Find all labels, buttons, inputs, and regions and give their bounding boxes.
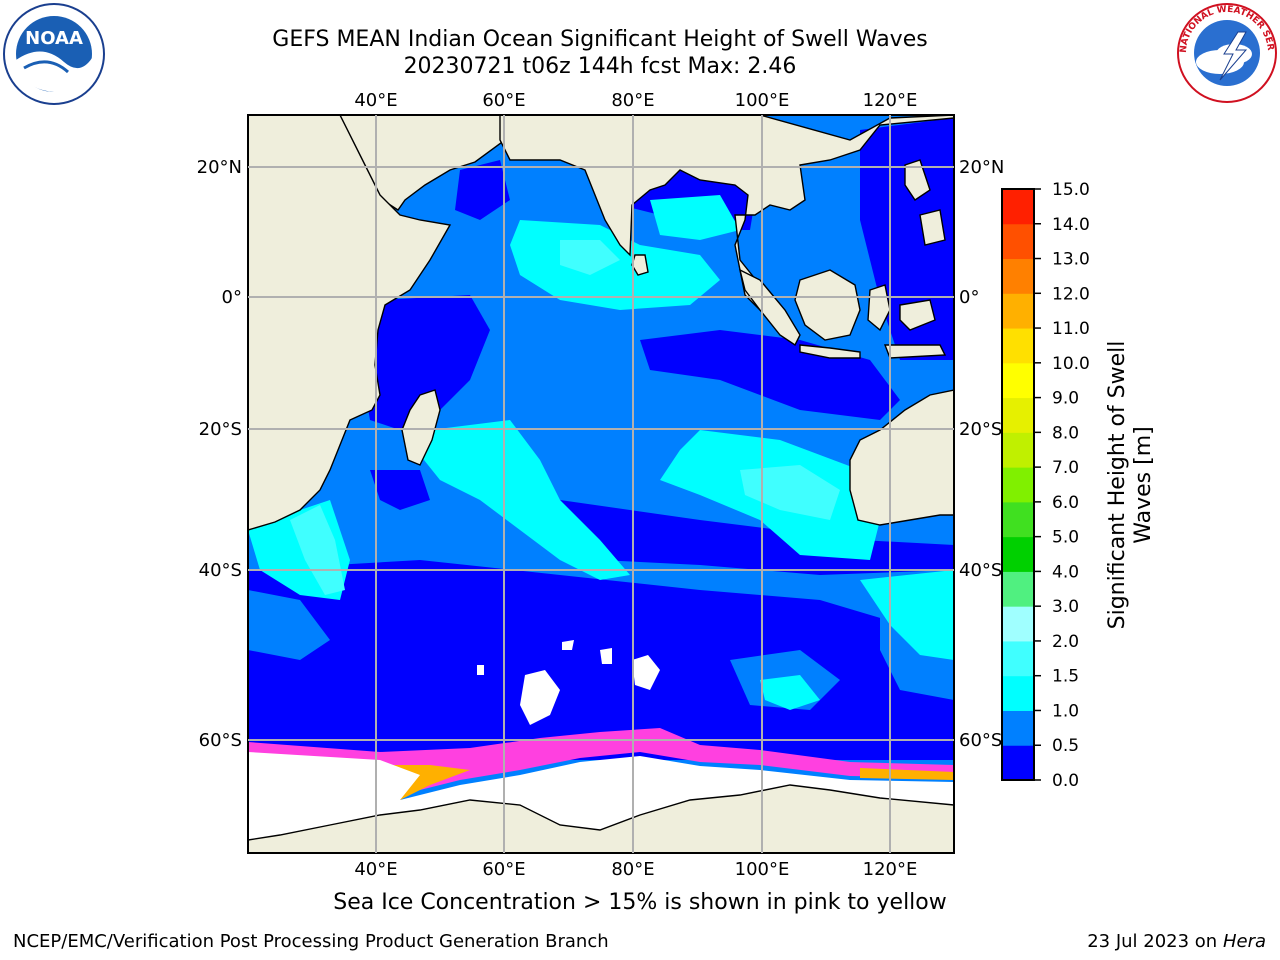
colorbar-tick-label: 7.0 — [1052, 458, 1079, 478]
colorbar-tick-label: 13.0 — [1052, 250, 1090, 270]
footer-date-text: 23 Jul 2023 on — [1087, 931, 1223, 952]
colorbar-bin — [1002, 293, 1034, 329]
colorbar-tick-label: 0.5 — [1052, 736, 1079, 756]
footer-credit: NCEP/EMC/Verification Post Processing Pr… — [13, 931, 609, 952]
sea-ice-note: Sea Ice Concentration > 15% is shown in … — [333, 890, 947, 915]
colorbar-bin — [1002, 397, 1034, 433]
footer-host: Hera — [1222, 931, 1266, 952]
lat-label-left-20n: 20°N — [197, 157, 242, 178]
chart-title: GEFS MEAN Indian Ocean Significant Heigh… — [272, 27, 928, 52]
colorbar-tick-label: 0.0 — [1052, 771, 1079, 791]
lon-label-bottom-40e: 40°E — [354, 859, 397, 880]
colorbar-bin — [1002, 571, 1034, 607]
lon-label-bottom-120e: 120°E — [863, 859, 918, 880]
colorbar-label-line1: Significant Height of Swell — [1105, 341, 1130, 630]
colorbar-tick-label: 9.0 — [1052, 389, 1079, 409]
colorbar-bin — [1002, 432, 1034, 468]
colorbar-bin — [1002, 675, 1034, 711]
lon-label-bottom-60e: 60°E — [482, 859, 525, 880]
colorbar-bin — [1002, 362, 1034, 399]
colorbar-tick-label: 4.0 — [1052, 562, 1079, 582]
colorbar-bin — [1002, 745, 1034, 781]
lon-label-top-60e: 60°E — [482, 90, 525, 111]
colorbar-tick-label: 1.0 — [1052, 701, 1079, 721]
colorbar — [1002, 189, 1034, 781]
colorbar-bin — [1002, 467, 1034, 503]
colorbar-tick-label: 6.0 — [1052, 493, 1079, 513]
lat-label-left-40s: 40°S — [199, 560, 242, 581]
colorbar-ticks: 0.0 0.5 1.0 1.5 2.0 3.0 4.0 5.0 6.0 7.0 8.0 9.0 10.0… — [1034, 180, 1090, 791]
colorbar-bin — [1002, 536, 1034, 572]
colorbar-tick-label: 2.0 — [1052, 632, 1079, 652]
lat-label-right-20s: 20°S — [959, 419, 1002, 440]
lat-label-right-0: 0° — [959, 287, 979, 308]
colorbar-bin — [1002, 710, 1034, 746]
colorbar-bin — [1002, 258, 1034, 294]
lat-label-left-60s: 60°S — [199, 730, 242, 751]
colorbar-tick-label: 5.0 — [1052, 528, 1079, 548]
colorbar-tick-label: 10.0 — [1052, 354, 1090, 374]
lon-label-top-100e: 100°E — [735, 90, 790, 111]
colorbar-tick-label: 1.5 — [1052, 667, 1079, 687]
colorbar-tick-label: 15.0 — [1052, 180, 1090, 200]
colorbar-label-line2: Waves [m] — [1131, 426, 1156, 543]
colorbar-tick-label: 11.0 — [1052, 319, 1090, 339]
colorbar-tick-label: 8.0 — [1052, 423, 1079, 443]
colorbar-frame — [1001, 188, 1035, 781]
lon-label-top-40e: 40°E — [354, 90, 397, 111]
graticule — [248, 115, 954, 853]
colorbar-bin — [1002, 328, 1034, 364]
lat-label-right-40s: 40°S — [959, 560, 1002, 581]
colorbar-tick-label: 14.0 — [1052, 215, 1090, 235]
lon-label-bottom-80e: 80°E — [611, 859, 654, 880]
chart-subtitle: 20230721 t06z 144h fcst Max: 2.46 — [403, 54, 797, 79]
colorbar-bin — [1002, 223, 1034, 260]
colorbar-bin — [1002, 640, 1034, 677]
colorbar-bin — [1002, 501, 1034, 538]
lat-label-right-60s: 60°S — [959, 730, 1002, 751]
lat-label-right-20n: 20°N — [959, 157, 1004, 178]
footer-date: 23 Jul 2023 on Hera — [1087, 931, 1266, 952]
colorbar-bin — [1002, 189, 1034, 225]
nws-logo: NATIONAL WEATHER SERVICE — [1176, 2, 1277, 103]
colorbar-bin — [1002, 606, 1034, 642]
noaa-logo: NOAA — [3, 3, 105, 105]
lat-label-left-20s: 20°S — [199, 419, 242, 440]
lon-label-top-80e: 80°E — [611, 90, 654, 111]
noaa-logo-text: NOAA — [25, 28, 83, 49]
colorbar-tick-label: 3.0 — [1052, 597, 1079, 617]
map-frame — [247, 114, 955, 854]
colorbar-tick-label: 12.0 — [1052, 284, 1090, 304]
swell-field — [248, 115, 954, 853]
lon-label-top-120e: 120°E — [863, 90, 918, 111]
lat-label-left-0: 0° — [222, 287, 242, 308]
lon-label-bottom-100e: 100°E — [735, 859, 790, 880]
